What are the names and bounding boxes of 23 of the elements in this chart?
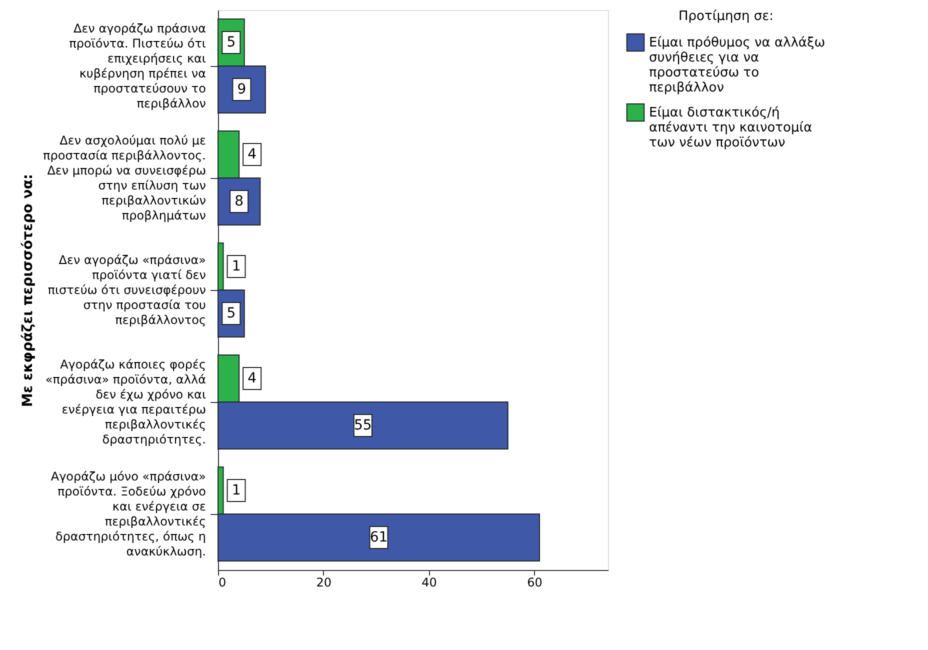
data-label: 5	[226, 306, 236, 322]
legend-label: Είμαι πρόθυμος να αλλάξω συνήθειες για να προστατεύσω το περιβάλλον	[649, 36, 826, 96]
data-label: 8	[234, 194, 244, 210]
x-tick-label: 0	[218, 576, 226, 590]
y-tick-label: Αγοράζω μόνο «πράσινα» προϊόντα. Ξοδεύω χρόνο και ενέργεια σε περιβαλλοντικές δραστηριότητες, όπως η ανακύκλωση.	[50, 470, 206, 558]
y-tick-label: Δεν αγοράζω πράσινα προϊόντα. Πιστεύω ότι επιχειρήσεις και κυβέρνηση πρέπει να προστατεύσουν το περιβάλλον	[69, 22, 206, 110]
data-label: 4	[248, 370, 257, 386]
y-tick-label: Δεν αγοράζω «πράσινα» προϊόντα γιατί δεν πιστεύω ότι συνεισφέρουν στην προστασία του περιβάλλοντος	[48, 253, 206, 327]
y-tick-label: Δεν ασχολούμαι πολύ με προστασία περιβάλλοντος. Δεν μπορώ να συνεισφέρω στην επίλυση των περιβαλλοντικών προβλημάτων	[43, 134, 206, 222]
data-label: 1	[232, 482, 241, 498]
data-label: 55	[354, 418, 372, 434]
data-label: 9	[237, 82, 246, 98]
data-label: 4	[248, 146, 257, 162]
y-axis-title: Με εκφράζει περισσότερο να:	[20, 174, 36, 408]
y-tick-label: Αγοράζω κάποιες φορές «πράσινα» προϊόντα, αλλά δεν έχω χρόνο και ενέργεια για περαιτέρω περιβαλλοντικές δραστηριότητες.	[45, 358, 206, 446]
x-tick-label: 40	[422, 576, 437, 590]
legend-label: Είμαι διστακτικός/ή απέναντι την καινοτομία των νέων προϊόντων	[649, 106, 812, 150]
x-tick-label: 60	[527, 576, 542, 590]
data-label: 5	[226, 34, 236, 50]
legend-title: Προτίμηση σε:	[678, 9, 774, 24]
data-label: 1	[232, 258, 241, 274]
x-tick-label: 20	[316, 576, 332, 590]
data-label: 61	[370, 530, 388, 546]
